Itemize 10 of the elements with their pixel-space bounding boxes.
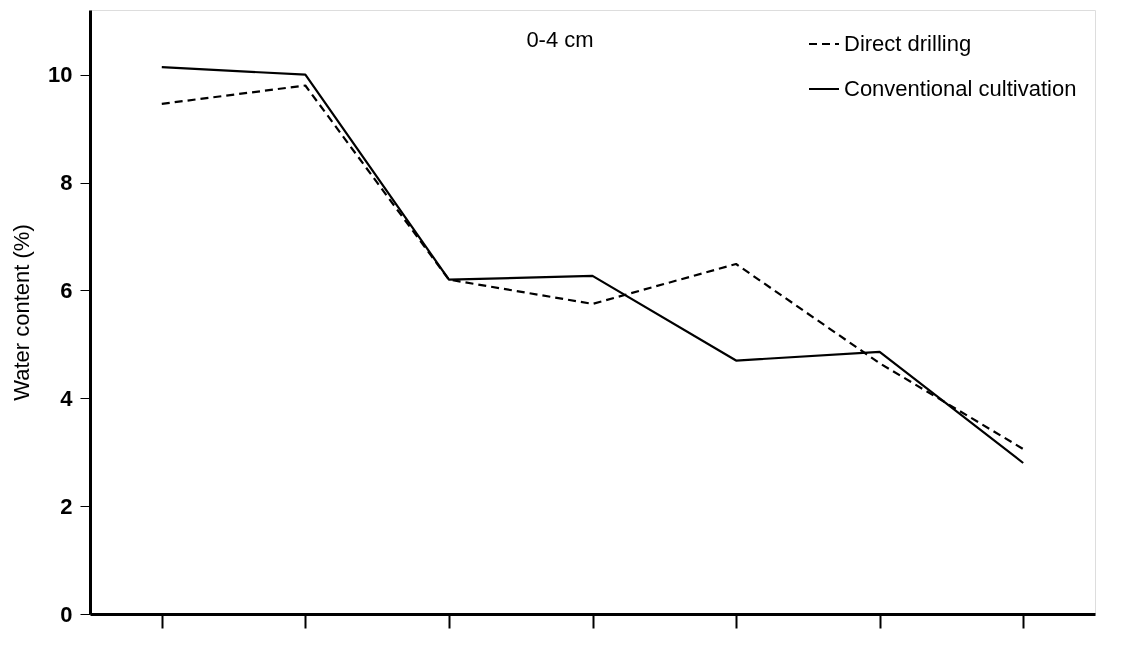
- y-tick-label: 4: [60, 385, 74, 411]
- legend-label: Direct drilling: [844, 31, 972, 56]
- y-tick-label: 0: [60, 601, 73, 627]
- y-tick-label: 2: [60, 493, 73, 519]
- y-axis-title: Water content (%): [9, 224, 35, 401]
- y-tick-label: 6: [60, 277, 73, 303]
- y-tick-label: 8: [60, 170, 73, 196]
- legend-label: Conventional cultivation: [844, 76, 1077, 101]
- annotation: 0-4 cm: [526, 27, 594, 52]
- y-tick-label: 10: [48, 62, 73, 88]
